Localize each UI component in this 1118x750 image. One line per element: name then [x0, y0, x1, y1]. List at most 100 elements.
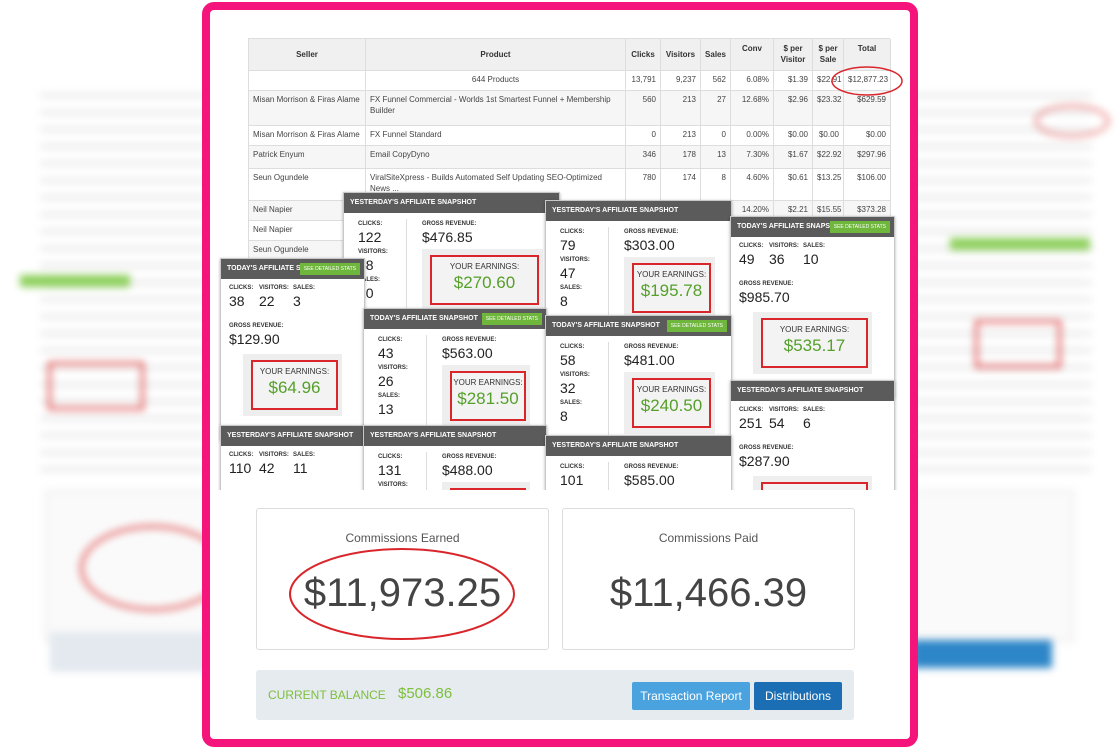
table-cell: 0	[701, 126, 731, 146]
table-cell: Email CopyDyno	[366, 146, 626, 169]
revenue-value: $585.00	[624, 472, 675, 488]
column-header: Product	[366, 39, 626, 71]
column-header: Clicks	[626, 39, 661, 71]
earnings-label: YOUR EARNINGS:	[779, 325, 850, 334]
stat-label: CLICKS:	[229, 285, 254, 291]
earnings-box: YOUR EARNINGS: $64.96	[243, 354, 342, 416]
divider	[608, 342, 609, 442]
details-button[interactable]: SEE DETAILED STATS	[829, 221, 890, 233]
earnings-value: $270.60	[453, 273, 516, 292]
stat-label: CLICKS:	[560, 229, 585, 235]
earnings-highlight: YOUR EARNINGS: $270.60	[430, 255, 539, 305]
table-cell: 7.30%	[731, 146, 774, 169]
revenue-value: $563.00	[442, 345, 493, 361]
stat-value: 10	[803, 251, 819, 267]
revenue-value: $476.85	[422, 229, 473, 245]
stat-label: VISITORS:	[378, 365, 408, 371]
table-cell: $629.59	[844, 91, 891, 126]
action-button[interactable]: Distributions	[754, 682, 842, 710]
stat-value: 47	[560, 265, 576, 281]
revenue-label: GROSS REVENUE:	[624, 344, 679, 350]
table-cell: 562	[701, 71, 731, 91]
stat-label: VISITORS:	[259, 452, 289, 458]
stat-label: VISITORS:	[560, 372, 590, 378]
stat-label: SALES:	[358, 277, 381, 283]
divider	[608, 227, 609, 327]
earnings-label: YOUR EARNINGS:	[636, 385, 707, 394]
earnings-highlight: YOUR EARNINGS: $535.17	[761, 318, 868, 368]
earnings-highlight	[450, 488, 526, 490]
table-cell: 0	[626, 126, 661, 146]
table-cell: $22.92	[813, 146, 844, 169]
table-cell: 0.00%	[731, 126, 774, 146]
earnings-box: YOUR EARNINGS: $195.78	[624, 257, 715, 319]
stat-label: VISITORS:	[560, 257, 590, 263]
stat-label: VISITORS:	[769, 407, 799, 413]
stat-value: 110	[229, 460, 252, 476]
stat-label: CLICKS:	[378, 337, 403, 343]
stat-label: VISITORS:	[769, 243, 799, 249]
stat-value: 3	[293, 293, 301, 309]
revenue-label: GROSS REVENUE:	[739, 281, 794, 287]
stat-value: 36	[769, 251, 785, 267]
earnings-value: $281.50	[457, 389, 519, 408]
divider	[426, 452, 427, 490]
earnings-label: YOUR EARNINGS:	[636, 270, 707, 279]
earnings-box: YOUR EARNINGS: $535.17	[753, 312, 872, 374]
earnings-highlight: YOUR EARNINGS: $64.96	[251, 360, 338, 410]
stat-label: CLICKS:	[560, 344, 585, 350]
stat-label: SALES:	[803, 407, 826, 413]
stat-label: SALES:	[560, 285, 583, 291]
details-button[interactable]: SEE DETAILED STATS	[299, 263, 360, 275]
card-header: YESTERDAY'S AFFILIATE SNAPSHOT	[364, 426, 546, 446]
snapshot-collage: YESTERDAY'S AFFILIATE SNAPSHOT CLICKS: 122…	[218, 188, 898, 490]
details-button[interactable]: SEE DETAILED STATS	[481, 313, 542, 325]
table-cell: $1.39	[774, 71, 813, 91]
revenue-label: GROSS REVENUE:	[422, 221, 477, 227]
table-cell-empty	[249, 71, 366, 91]
divider	[426, 335, 427, 435]
revenue-value: $129.90	[229, 331, 280, 347]
revenue-label: GROSS REVENUE:	[739, 445, 794, 451]
blurred-panel	[912, 490, 1074, 642]
revenue-label: GROSS REVENUE:	[624, 229, 679, 235]
earnings-box	[442, 482, 530, 490]
snapshot-card: YESTERDAY'S AFFILIATE SNAPSHOT CLICKS: 251…	[730, 380, 895, 490]
earnings-label: YOUR EARNINGS:	[453, 378, 523, 387]
details-button[interactable]: SEE DETAILED STATS	[666, 320, 727, 332]
table-cell: 178	[661, 146, 701, 169]
card-header: YESTERDAY'S AFFILIATE SNAPSHOT	[221, 426, 364, 446]
blurred-green-bar	[950, 238, 1090, 250]
stat-label: VISITORS:	[358, 249, 388, 255]
earnings-value: $195.78	[640, 281, 703, 300]
earnings-value: $64.96	[268, 378, 321, 397]
table-cell: Seun Ogundele	[249, 169, 366, 201]
stat-value: 26	[378, 373, 394, 389]
table-cell: $0.00	[813, 126, 844, 146]
earnings-label: YOUR EARNINGS:	[259, 367, 330, 376]
action-button[interactable]: Transaction Report	[632, 682, 750, 710]
stat-label: CLICKS:	[739, 407, 764, 413]
table-cell: $2.96	[774, 91, 813, 126]
stat-value: 54	[769, 415, 785, 431]
stat-value: 101	[560, 472, 584, 488]
column-header: Conv	[731, 39, 774, 71]
stat-value: 122	[358, 229, 382, 245]
table-cell: FX Funnel Commercial - Worlds 1st Smarte…	[366, 91, 626, 126]
snapshot-card: YESTERDAY'S AFFILIATE SNAPSHOT CLICKS: 110…	[220, 425, 365, 490]
stat-label: VISITORS:	[378, 482, 408, 488]
stat-value: 13	[378, 401, 394, 417]
stat-label: SALES:	[803, 243, 826, 249]
earnings-label: YOUR EARNINGS:	[449, 262, 520, 271]
card-header: YESTERDAY'S AFFILIATE SNAPSHOT	[344, 193, 559, 213]
stat-value: 49	[739, 251, 755, 267]
snapshot-card: TODAY'S AFFILIATE SNAPSHOT SEE DETAILED S…	[220, 258, 365, 440]
revenue-label: GROSS REVENUE:	[442, 337, 497, 343]
snapshot-card: TODAY'S AFFILIATE SNAPSHOT SEE DETAILED S…	[730, 216, 895, 398]
stat-value: 32	[560, 380, 576, 396]
table-cell: $0.00	[844, 126, 891, 146]
blurred-ellipse	[1035, 105, 1109, 137]
column-header: Seller	[249, 39, 366, 71]
stat-label: SALES:	[378, 393, 401, 399]
